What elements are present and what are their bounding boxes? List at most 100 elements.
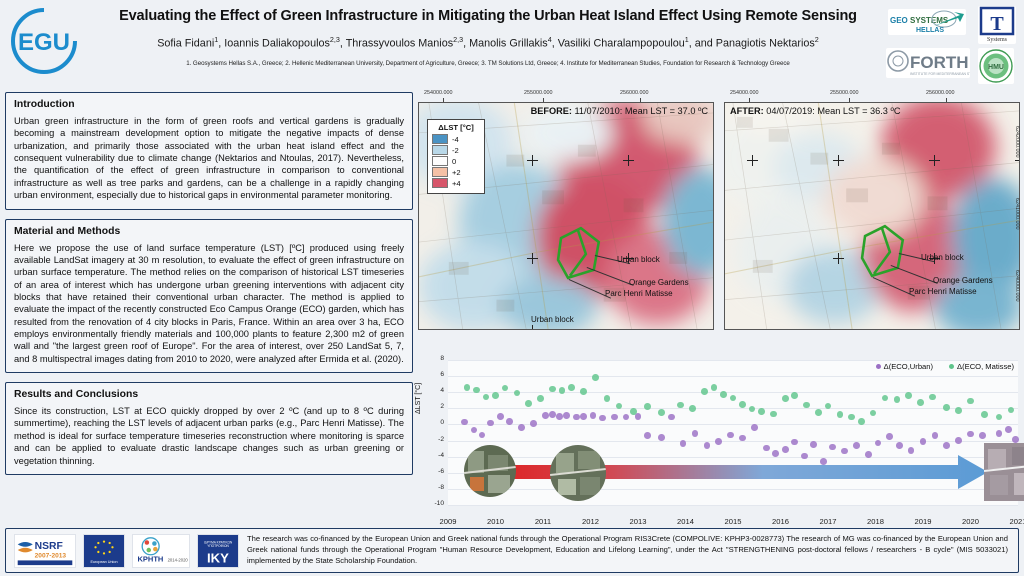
section-material-and-methods-body: Here we propose the use of land surface … (14, 242, 404, 364)
chart-point (461, 418, 468, 426)
svg-text:Systems: Systems (987, 37, 1008, 43)
chart-point (1007, 406, 1015, 414)
chart-legend-dot-eco-urban (875, 364, 881, 369)
chart-point (751, 424, 758, 431)
chart-point (995, 430, 1003, 437)
chart-point (542, 412, 549, 419)
map-after-crosshair-2 (929, 155, 940, 166)
chart-point (492, 392, 499, 399)
author-0: Sofia Fidani (157, 37, 215, 50)
map-caption-before: BEFORE: 11/07/2010: Mean LST = 37.0 ºC (531, 106, 708, 116)
chart-point (865, 450, 872, 458)
chart-point (634, 413, 642, 420)
chart-point (589, 412, 597, 419)
map-after-label-parc-matisse: Parc Henri Matisse (909, 287, 977, 296)
chart-point (967, 430, 974, 438)
aerial-photo-after (984, 443, 1024, 501)
section-introduction: Introduction Urban green infrastructure … (5, 92, 413, 210)
chart-point (478, 431, 486, 439)
chart-yaxis-title: ΔLST [°C] (415, 382, 422, 414)
lst-swatch-zero (432, 156, 448, 166)
chart-point (568, 384, 575, 391)
chart-point (800, 452, 808, 460)
chart-xtick-label: 2013 (629, 517, 647, 526)
author-5-sup: 2 (814, 35, 819, 45)
lst-legend-row-3: +2 (432, 167, 480, 177)
chart-ytick-label: -8 (438, 483, 444, 491)
author-2-sup: 2,3 (453, 35, 464, 45)
chart-xtick-label: 2012 (582, 517, 599, 526)
chart-gridline (448, 360, 1018, 361)
chart-point (955, 437, 962, 444)
map-caption-after-prefix: AFTER: (730, 106, 764, 116)
map-after-crosshair-0 (747, 155, 758, 166)
chart-point (893, 396, 901, 403)
chart-point (943, 442, 951, 449)
chart-xtick-label: 2014 (677, 517, 694, 526)
lst-colorbar-legend: ΔLST [°C] -4 -2 0 +2 (427, 119, 485, 194)
chart-point (905, 392, 913, 399)
map-before-label-parc-matisse: Parc Henri Matisse (605, 289, 673, 298)
chart-point (644, 403, 651, 411)
chart-point (739, 401, 746, 408)
chart-point (677, 401, 685, 409)
chart-plot-area[interactable] (448, 360, 1024, 506)
map-figure: 254000.000 255000.000 256000.000 (418, 90, 1020, 338)
svg-text:EGU: EGU (18, 29, 70, 56)
map-caption-after: AFTER: 04/07/2019: Mean LST = 36.3 ºC (730, 106, 900, 116)
map-before-label-urban-block-1: Urban block (617, 255, 660, 264)
map-panel-before[interactable]: BEFORE: 11/07/2010: Mean LST = 37.0 ºC Δ… (418, 102, 714, 330)
chart-point (758, 408, 765, 415)
chart-point (727, 431, 734, 439)
chart-xtick-label: 2020 (962, 517, 979, 526)
chart-point (720, 391, 727, 398)
chart-ytick-label: 8 (440, 355, 444, 362)
chart-xtick-label: 2017 (819, 517, 837, 526)
map-after-xtick-0: 254000.000 (730, 90, 759, 96)
chart-point (580, 413, 587, 420)
chart-xtick-label: 2010 (487, 517, 504, 526)
chart-gridline (448, 376, 1018, 378)
chart-point (770, 410, 777, 418)
chart-point (886, 433, 894, 440)
chart-point (691, 430, 699, 437)
chart-point (762, 444, 770, 452)
map-after-crosshair-3 (1015, 155, 1019, 166)
map-before-xtick-0: 254000.000 (424, 90, 453, 96)
chart-ytick-label: 6 (440, 371, 444, 379)
map-panel-after[interactable]: AFTER: 04/07/2019: Mean LST = 36.3 ºC Ur… (724, 102, 1020, 330)
chart-ytick-label: -4 (438, 451, 444, 459)
chart-point (829, 443, 837, 451)
chart-legend-item-eco-matisse[interactable]: Δ(ECO, Matisse) (949, 362, 1014, 371)
chart-point (679, 440, 687, 448)
author-4-sup: 1 (684, 35, 689, 45)
chart-xtick-label: 2019 (914, 517, 932, 526)
svg-text:ΙΔΡΥΜΑ ΚΡΑΤΙΚΩΝ: ΙΔΡΥΜΑ ΚΡΑΤΙΚΩΝ (204, 540, 233, 544)
svg-text:European Union: European Union (90, 560, 117, 564)
author-1-sup: 2,3 (329, 35, 340, 45)
chart-gridline (448, 488, 1018, 490)
aerial-photo-during (550, 445, 606, 501)
map-caption-after-text: 04/07/2019: Mean LST = 36.3 ºC (766, 106, 901, 116)
chart-ytick-label: 2 (440, 403, 444, 411)
chart-point (729, 394, 737, 402)
chart-point (658, 409, 666, 416)
lst-label-minus4: -4 (452, 134, 459, 144)
chart-point (748, 405, 756, 413)
hmu-logo: HMU (978, 48, 1014, 84)
chart-point (537, 395, 544, 402)
chart-point (580, 388, 587, 395)
section-introduction-heading: Introduction (14, 99, 75, 110)
chart-point (463, 384, 471, 391)
partner-logos: GEO SYSTEMS HELLAS T Systems FO (886, 2, 1020, 86)
lst-label-minus2: -2 (452, 145, 459, 155)
chart-point (513, 389, 521, 397)
chart-point (556, 413, 563, 420)
map-after-label-orange-gardens: Orange Gardens (933, 276, 993, 285)
chart-gridline (448, 440, 1018, 442)
chart-legend-item-eco-urban[interactable]: Δ(ECO,Urban) (875, 362, 933, 371)
chart-point (791, 392, 799, 399)
chart-point (791, 438, 799, 446)
chart-point (701, 388, 708, 395)
